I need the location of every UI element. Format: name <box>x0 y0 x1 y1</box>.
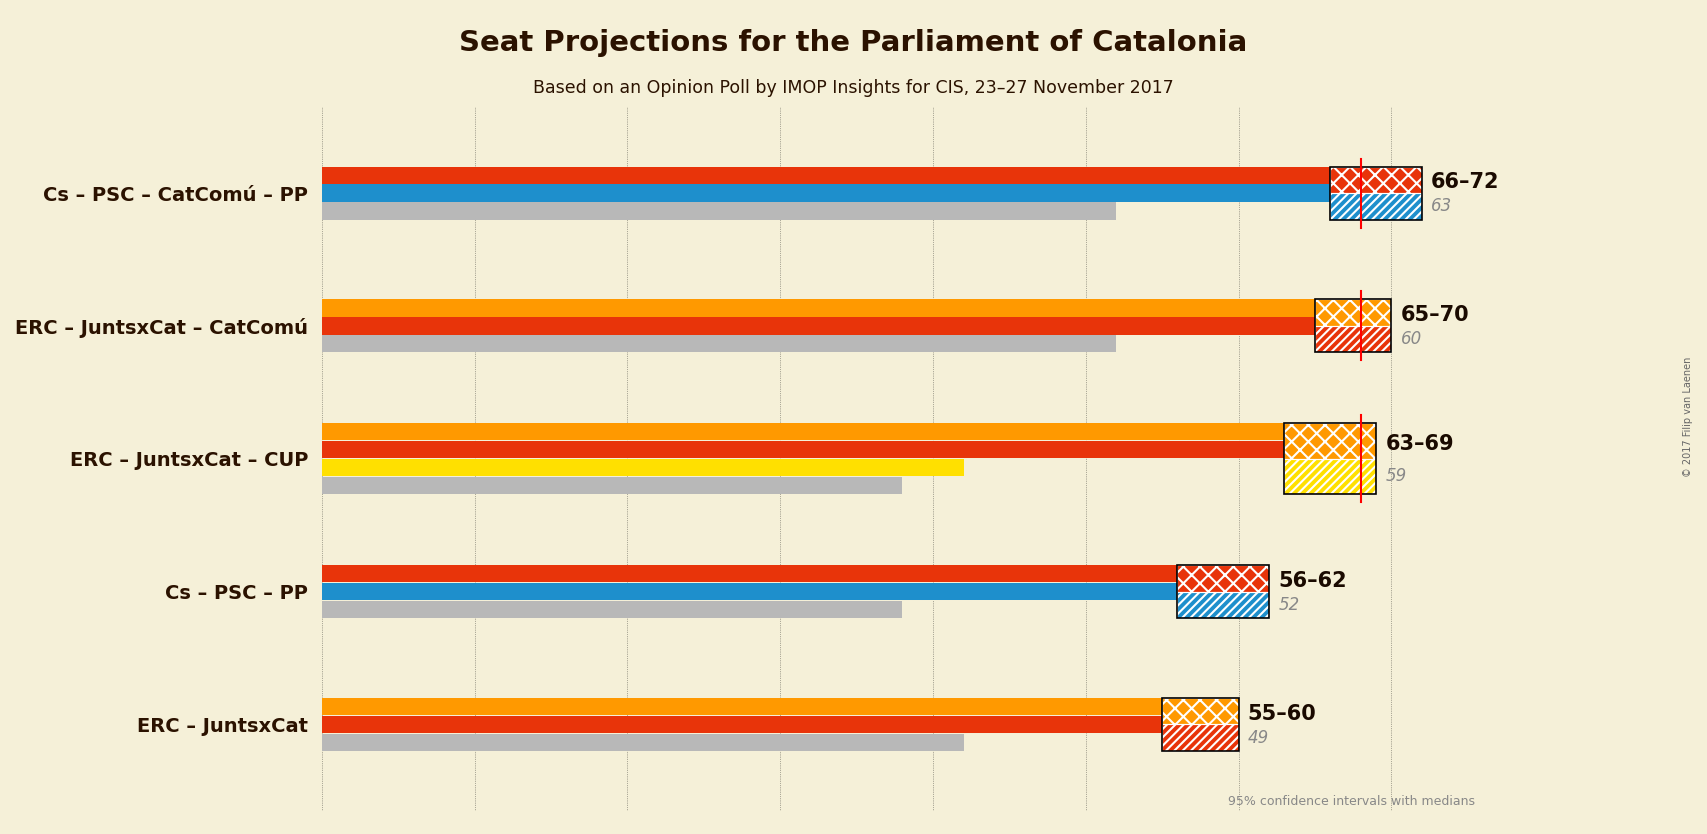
Bar <box>1162 698 1239 751</box>
Bar <box>323 734 963 751</box>
Bar <box>323 441 1284 459</box>
Text: 49: 49 <box>1248 729 1268 746</box>
Bar <box>1284 459 1376 495</box>
Text: © 2017 Filip van Laenen: © 2017 Filip van Laenen <box>1683 357 1693 477</box>
Bar <box>1178 565 1270 591</box>
Bar <box>1162 698 1239 725</box>
Text: 52: 52 <box>1279 595 1299 614</box>
Text: 63: 63 <box>1430 198 1453 215</box>
Text: 55–60: 55–60 <box>1248 704 1316 724</box>
Text: 56–62: 56–62 <box>1279 571 1347 591</box>
Text: 60: 60 <box>1400 330 1422 348</box>
Bar <box>323 459 963 476</box>
Bar <box>323 299 1391 317</box>
Bar <box>1162 725 1239 751</box>
Bar <box>1314 326 1391 353</box>
Text: 66–72: 66–72 <box>1430 173 1500 193</box>
Bar <box>1178 591 1270 618</box>
Bar <box>1162 725 1239 751</box>
Bar <box>1330 193 1422 219</box>
Bar <box>1330 167 1422 219</box>
Bar <box>1162 698 1239 725</box>
Bar <box>323 167 1422 183</box>
Bar <box>1284 423 1376 459</box>
Bar <box>1330 193 1422 219</box>
Bar <box>323 317 1314 334</box>
Bar <box>1178 591 1270 618</box>
Bar <box>323 600 903 618</box>
Text: Seat Projections for the Parliament of Catalonia: Seat Projections for the Parliament of C… <box>459 29 1248 58</box>
Bar <box>1330 167 1422 193</box>
Bar <box>323 184 1330 202</box>
Bar <box>1330 167 1422 193</box>
Text: 59: 59 <box>1386 468 1407 485</box>
Text: 95% confidence intervals with medians: 95% confidence intervals with medians <box>1229 795 1475 808</box>
Bar <box>323 203 1116 219</box>
Bar <box>323 477 903 495</box>
Bar <box>1314 299 1391 326</box>
Bar <box>323 565 1270 582</box>
Bar <box>1314 299 1391 326</box>
Text: Based on an Opinion Poll by IMOP Insights for CIS, 23–27 November 2017: Based on an Opinion Poll by IMOP Insight… <box>533 79 1174 98</box>
Bar <box>323 335 1116 353</box>
Bar <box>1314 299 1391 353</box>
Text: 63–69: 63–69 <box>1386 435 1454 455</box>
Bar <box>1284 459 1376 495</box>
Bar <box>1314 326 1391 353</box>
Bar <box>323 716 1162 733</box>
Bar <box>323 423 1376 440</box>
Bar <box>323 583 1178 600</box>
Text: 65–70: 65–70 <box>1400 305 1470 325</box>
Bar <box>1284 423 1376 495</box>
Bar <box>1178 565 1270 591</box>
Bar <box>323 698 1239 715</box>
Bar <box>1178 565 1270 618</box>
Bar <box>1284 423 1376 459</box>
